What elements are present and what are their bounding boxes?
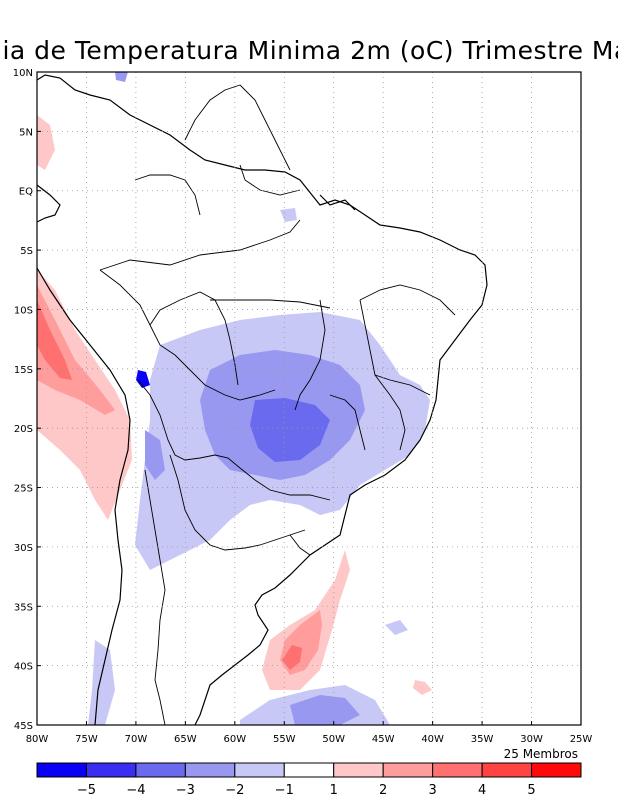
- lat-tick-label: 10S: [14, 305, 33, 316]
- lon-tick-label: 35W: [471, 734, 494, 745]
- colorbar-swatch: [283, 762, 335, 778]
- colorbar-label: 4: [478, 783, 486, 798]
- lat-tick-label: EQ: [19, 187, 33, 198]
- lon-tick-label: 40W: [421, 734, 444, 745]
- colorbar: [36, 762, 582, 778]
- lat-tick-label: 10N: [13, 68, 33, 79]
- lat-labels: 10N 5N EQ 5S 10S 15S 20S 25S 30S 35S 40S 45S: [13, 68, 41, 732]
- colorbar-label: −1: [275, 783, 294, 798]
- lon-tick-label: 80W: [26, 734, 49, 745]
- colorbar-labels: −5 −4 −3 −2 −1 1 2 3 4 5: [77, 783, 536, 798]
- colorbar-swatch: [36, 762, 87, 778]
- lat-tick-label: 35S: [14, 602, 33, 613]
- lon-tick-label: 45W: [372, 734, 395, 745]
- coastline: [36, 74, 488, 726]
- lon-tick-label: 75W: [75, 734, 98, 745]
- colorbar-swatch: [432, 762, 483, 778]
- colorbar-swatch: [481, 762, 533, 778]
- colorbar-label: −3: [176, 783, 195, 798]
- lat-tick-label: 5S: [20, 246, 33, 257]
- lat-tick-label: 15S: [14, 365, 33, 376]
- members-label: 25 Membros: [504, 747, 578, 761]
- lat-tick-label: 20S: [14, 424, 33, 435]
- colorbar-swatch: [382, 762, 434, 778]
- lon-tick-label: 55W: [273, 734, 296, 745]
- lat-tick-label: 45S: [14, 721, 33, 732]
- colorbar-swatch: [85, 762, 137, 778]
- colorbar-swatch: [531, 762, 582, 778]
- colorbar-label: 1: [330, 783, 338, 798]
- lat-tick-label: 30S: [14, 543, 33, 554]
- country-borders: [99, 84, 456, 726]
- colorbar-swatch: [184, 762, 236, 778]
- lon-labels: 80W 75W 70W 65W 60W 55W 50W 45W 40W 35W 30W 25W: [26, 721, 593, 745]
- colorbar-label: 5: [527, 783, 535, 798]
- lat-tick-label: 5N: [19, 127, 33, 138]
- lon-tick-label: 50W: [322, 734, 345, 745]
- colorbar-label: 3: [428, 783, 436, 798]
- colorbar-swatch: [234, 762, 285, 778]
- lat-tick-label: 40S: [14, 662, 33, 673]
- colorbar-label: −2: [225, 783, 244, 798]
- colorbar-swatch: [135, 762, 186, 778]
- map-frame: [36, 71, 582, 726]
- lon-tick-label: 30W: [520, 734, 543, 745]
- colorbar-label: 2: [379, 783, 387, 798]
- lon-tick-label: 65W: [174, 734, 197, 745]
- lon-tick-label: 25W: [570, 734, 593, 745]
- lat-tick-label: 25S: [14, 484, 33, 495]
- lon-tick-label: 60W: [224, 734, 247, 745]
- colorbar-label: −4: [126, 783, 145, 798]
- colorbar-swatch: [333, 762, 384, 778]
- colorbar-label: −5: [77, 783, 96, 798]
- lon-tick-label: 70W: [125, 734, 148, 745]
- map-title: lia de Temperatura Minima 2m (oC) Trimes…: [0, 36, 618, 65]
- anomaly-shading: [37, 72, 432, 725]
